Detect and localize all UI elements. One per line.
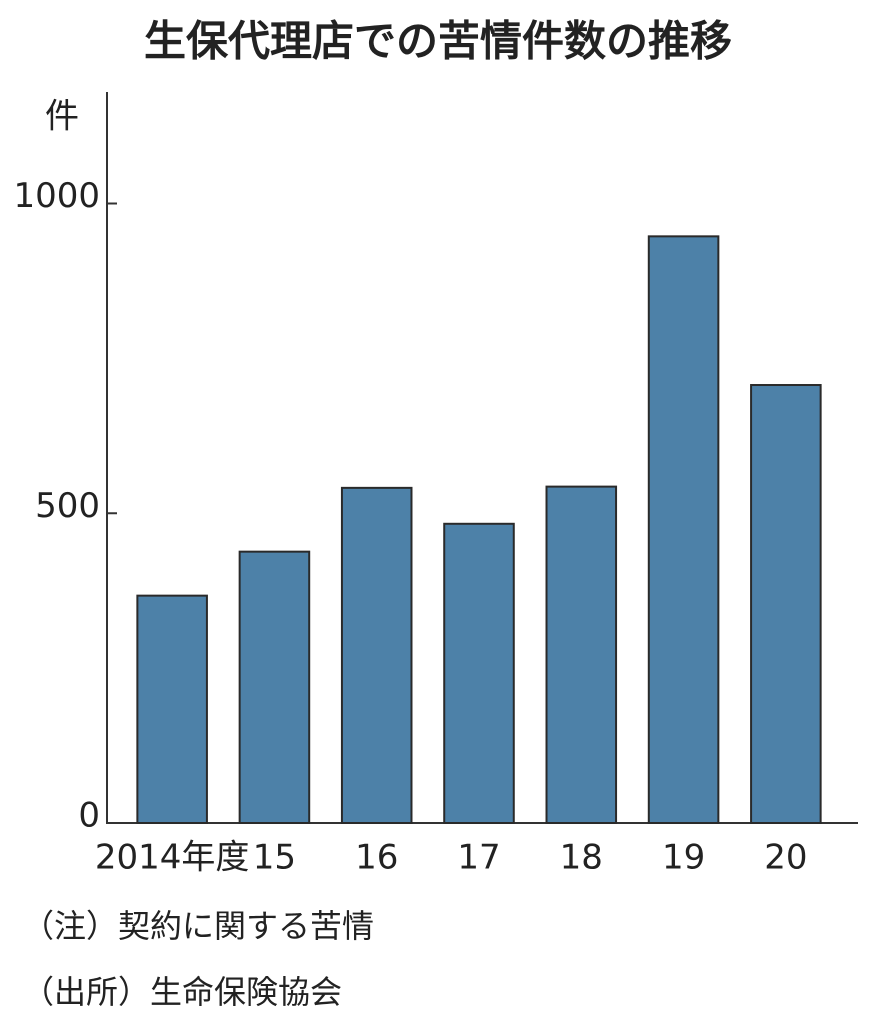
bar (238, 550, 311, 824)
y-axis-unit: 件 (45, 97, 79, 137)
y-tick-label: 0 (78, 796, 100, 836)
bar (545, 485, 618, 824)
note: （注）契約に関する苦情 (22, 907, 374, 945)
x-tick-label: 2014年度 (95, 838, 250, 878)
x-tick-label: 19 (662, 838, 705, 878)
bar (750, 384, 822, 824)
x-tick-label: 15 (253, 838, 296, 878)
bar (136, 594, 208, 824)
y-tick-label: 1000 (13, 176, 100, 216)
bar (647, 235, 720, 824)
y-tick-label: 500 (35, 486, 100, 526)
source: （出所）生命保険協会 (22, 973, 342, 1011)
bar (443, 522, 515, 824)
x-tick-label: 20 (764, 838, 807, 878)
chart-title: 生保代理店での苦情件数の推移 (144, 17, 732, 66)
x-tick-label: 16 (355, 838, 398, 878)
x-tick-label: 17 (457, 838, 500, 878)
bar (340, 486, 413, 824)
x-tick-label: 18 (560, 838, 603, 878)
